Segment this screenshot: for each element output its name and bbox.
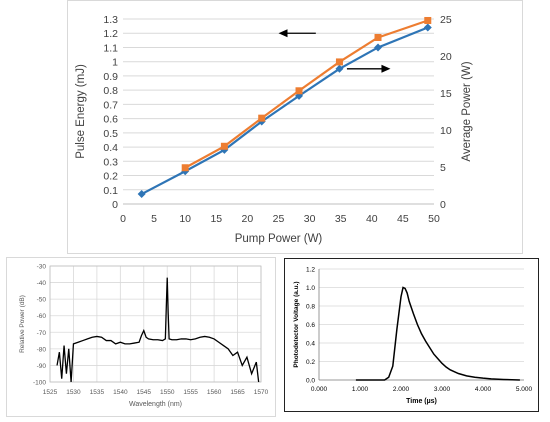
x-tick-label: 0.000 xyxy=(311,386,328,393)
y-tick-label: 0.8 xyxy=(306,304,315,311)
x-tick-label: 1555 xyxy=(183,389,198,396)
x-tick-label: 1570 xyxy=(254,389,269,396)
y2-tick-label: 0 xyxy=(440,199,446,211)
y-tick-label: 1.1 xyxy=(103,42,118,54)
x-tick-label: 1540 xyxy=(113,389,128,396)
pulse-trace-line xyxy=(355,286,520,381)
x-tick-label: 15 xyxy=(210,213,222,225)
pulse-trace-chart: 0.0 0.2 0.4 0.6 0.8 1.0 1.2 0.000 1.000 2.000 3.00… xyxy=(293,267,533,406)
y2-axis-title: Average Power (W) xyxy=(461,61,473,161)
y-tick-label: 0.6 xyxy=(103,114,118,126)
data-point xyxy=(374,34,382,41)
y-tick-label: -100 xyxy=(33,380,46,387)
y-tick-label: 0.6 xyxy=(306,322,315,329)
data-point xyxy=(424,16,432,24)
y-tick-label: 0.2 xyxy=(103,171,118,183)
y-tick-label: 0.0 xyxy=(306,378,315,385)
data-point xyxy=(181,164,189,172)
y-tick-label: 0 xyxy=(112,199,118,211)
x-tick-label: 1530 xyxy=(66,389,81,396)
x-tick-label: 1535 xyxy=(90,389,105,396)
data-point xyxy=(423,23,432,32)
pulse-energy-chart: 00.10.20.30.40.50.60.70.80.911.11.21.305… xyxy=(75,14,473,245)
y-tick-label: -30 xyxy=(37,264,47,271)
x-tick-label: 1565 xyxy=(230,389,245,396)
x-tick-label: 5 xyxy=(151,213,157,225)
data-point xyxy=(137,190,146,199)
x-axis-title: Pump Power (W) xyxy=(235,233,323,245)
x-tick-label: 1545 xyxy=(137,389,152,396)
x-tick-label: 1560 xyxy=(207,389,222,396)
y-tick-label: 0.7 xyxy=(103,99,118,111)
x-tick-label: 20 xyxy=(242,213,254,225)
y-tick-label: 0.9 xyxy=(103,71,118,83)
x-tick-label: 35 xyxy=(335,213,347,225)
x-axis-title: Wavelength (nm) xyxy=(129,401,182,408)
y-tick-label: 1 xyxy=(112,57,118,69)
x-tick-label: 4.000 xyxy=(475,386,492,393)
x-tick-label: 40 xyxy=(366,213,378,225)
x-tick-label: 30 xyxy=(304,213,316,225)
y-tick-label: 0.1 xyxy=(103,185,118,197)
y-tick-label: -60 xyxy=(37,313,47,320)
y-tick-label: -50 xyxy=(37,297,47,304)
x-tick-label: 25 xyxy=(273,213,285,225)
y-tick-label: 0.8 xyxy=(103,85,118,97)
pulse-trace-chart-panel: 0.0 0.2 0.4 0.6 0.8 1.0 1.2 0.000 1.000 2.000 3.00… xyxy=(284,258,539,412)
data-point xyxy=(374,43,383,52)
y-tick-label: 0.5 xyxy=(103,128,118,140)
arrow-head xyxy=(381,64,391,73)
y-axis-title: Photodetector Voltage (a.u.) xyxy=(293,281,300,367)
y-tick-label: -80 xyxy=(37,346,47,353)
x-tick-label: 1.000 xyxy=(352,386,369,393)
y-axis-title: Relative Power (dB) xyxy=(19,295,26,353)
x-tick-label: 1550 xyxy=(160,389,175,396)
y2-tick-label: 5 xyxy=(440,162,446,174)
y-axis-title: Pulse Energy (mJ) xyxy=(75,64,87,159)
y-tick-label: 0.4 xyxy=(103,142,118,154)
arrow-head xyxy=(278,29,288,38)
series-line-0 xyxy=(141,26,429,196)
y-tick-label: 0.3 xyxy=(103,156,118,168)
data-point xyxy=(295,87,303,95)
y-tick-label: -40 xyxy=(37,280,47,287)
x-tick-label: 10 xyxy=(179,213,191,225)
data-point xyxy=(335,58,343,66)
y-tick-label: -90 xyxy=(37,363,47,370)
data-point xyxy=(335,64,344,73)
x-tick-label: 2.000 xyxy=(393,386,410,393)
y-tick-label: 1.2 xyxy=(306,267,315,274)
y-tick-label: 1.2 xyxy=(103,28,118,40)
spectrum-chart-panel: -100 -90 -80 -70 -60 -50 -40 -30 1525 1530 1535 154… xyxy=(6,257,276,417)
y2-tick-label: 15 xyxy=(440,88,452,100)
y-tick-label: 0.4 xyxy=(306,341,315,348)
y-tick-label: -70 xyxy=(37,330,47,337)
x-tick-label: 50 xyxy=(428,213,440,225)
x-tick-label: 3.000 xyxy=(434,386,451,393)
x-tick-label: 45 xyxy=(397,213,409,225)
y-tick-label: 1.3 xyxy=(103,14,118,26)
y2-tick-label: 25 xyxy=(440,14,452,26)
spectrum-line xyxy=(56,277,260,383)
pulse-energy-chart-panel: 0 0.1 0.2 0.3 0.4 0.5 0.6 0.7 0.8 0.9 1 1.1 1.2 1.3 0 5… xyxy=(67,0,523,254)
y2-tick-label: 20 xyxy=(440,51,452,63)
y2-tick-label: 10 xyxy=(440,125,452,137)
spectrum-chart: -100 -90 -80 -70 -60 -50 -40 -30 1525 1530 1535 154… xyxy=(19,264,269,409)
y-tick-label: 0.2 xyxy=(306,359,315,366)
data-point xyxy=(258,114,266,122)
y-tick-label: 1.0 xyxy=(306,285,315,292)
x-tick-label: 1525 xyxy=(43,389,58,396)
data-point xyxy=(220,142,228,150)
x-tick-label: 5.000 xyxy=(516,386,533,393)
plot-area-border xyxy=(49,265,262,383)
x-tick-label: 0 xyxy=(120,213,126,225)
x-axis-title: Time (µs) xyxy=(406,398,437,405)
